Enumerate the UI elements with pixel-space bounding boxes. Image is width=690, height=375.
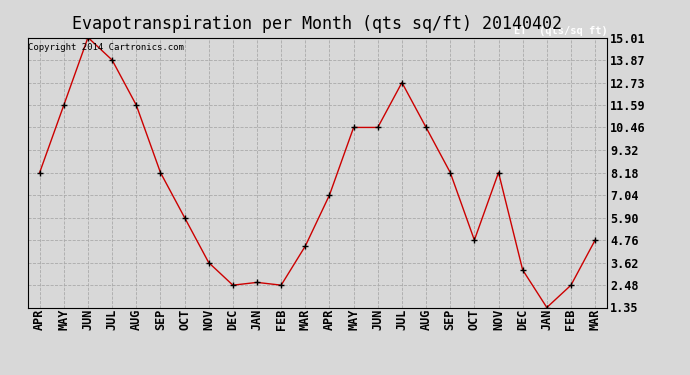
Text: Copyright 2014 Cartronics.com: Copyright 2014 Cartronics.com — [28, 43, 184, 52]
Text: Evapotranspiration per Month (qts sq/ft) 20140402: Evapotranspiration per Month (qts sq/ft)… — [72, 15, 562, 33]
Text: ET  (qts/sq ft): ET (qts/sq ft) — [514, 26, 607, 36]
